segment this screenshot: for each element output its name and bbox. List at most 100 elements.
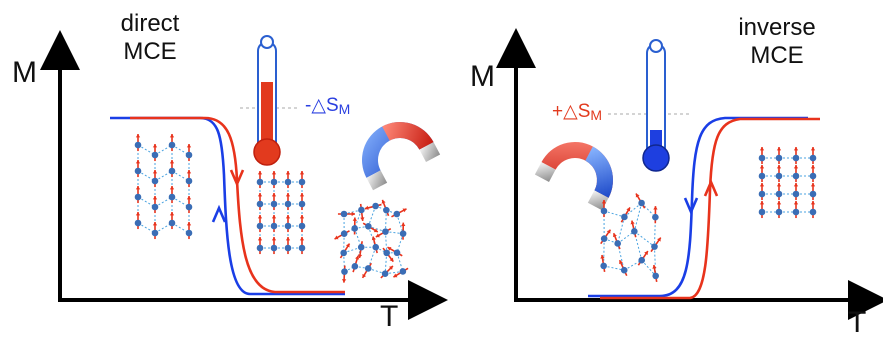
direct-mce-panel bbox=[58, 36, 440, 302]
inverse-mce-panel bbox=[514, 40, 876, 302]
spin-site bbox=[793, 201, 800, 218]
right-entropy-label: +△SM bbox=[552, 100, 602, 123]
spin-site bbox=[613, 233, 621, 249]
heating-curve bbox=[130, 118, 345, 292]
spin-site bbox=[376, 228, 391, 237]
spin-site bbox=[759, 183, 766, 200]
spin-lattice-ordered-right bbox=[759, 147, 817, 218]
spin-site bbox=[135, 186, 142, 203]
cooling-direction-arrow bbox=[213, 208, 225, 222]
left-temperature-axis-label: T bbox=[380, 300, 398, 334]
spin-site bbox=[152, 144, 159, 161]
spin-site bbox=[358, 204, 365, 221]
spin-site bbox=[382, 200, 390, 216]
spin-site bbox=[186, 170, 193, 187]
spin-site bbox=[299, 237, 306, 254]
spin-site bbox=[169, 186, 176, 203]
spin-site bbox=[391, 209, 406, 218]
spin-site bbox=[271, 237, 278, 254]
spin-site bbox=[257, 171, 264, 188]
spin-site bbox=[810, 165, 817, 182]
spin-site bbox=[169, 212, 176, 229]
spin-lattice-ordered-left bbox=[135, 134, 193, 239]
spin-site bbox=[363, 223, 378, 232]
spin-site bbox=[299, 171, 306, 188]
spin-site bbox=[358, 241, 365, 258]
entropy-subscript: M bbox=[590, 107, 602, 123]
spin-site bbox=[601, 230, 611, 244]
spin-site bbox=[351, 217, 358, 234]
cooling-curve bbox=[110, 118, 345, 294]
spin-site bbox=[810, 183, 817, 200]
spin-site bbox=[257, 193, 264, 210]
entropy-prefix: -△S bbox=[305, 95, 339, 116]
spin-site bbox=[169, 134, 176, 151]
spin-lattice-ordered-mid bbox=[257, 171, 306, 254]
spin-site bbox=[793, 147, 800, 164]
spin-site bbox=[393, 268, 408, 277]
magnet-icon bbox=[349, 109, 441, 191]
spin-site bbox=[372, 237, 379, 254]
right-magnetization-axis-label: M bbox=[470, 60, 495, 94]
spin-site bbox=[776, 165, 783, 182]
spin-site bbox=[335, 230, 350, 239]
spin-site bbox=[776, 183, 783, 200]
spin-site bbox=[257, 215, 264, 232]
spin-site bbox=[186, 196, 193, 213]
spin-site bbox=[285, 215, 292, 232]
spin-site bbox=[186, 144, 193, 161]
spin-site bbox=[621, 207, 630, 222]
spin-site bbox=[299, 215, 306, 232]
spin-site bbox=[362, 263, 371, 278]
spin-site bbox=[135, 134, 142, 151]
spin-site bbox=[285, 193, 292, 210]
magnet-icon bbox=[535, 129, 627, 211]
spin-site bbox=[152, 222, 159, 239]
spin-site bbox=[810, 147, 817, 164]
spin-site bbox=[352, 256, 360, 272]
spin-site bbox=[619, 260, 627, 275]
spin-site bbox=[651, 238, 661, 252]
spin-site bbox=[257, 237, 264, 254]
thermometer-cold bbox=[643, 40, 669, 171]
spin-site bbox=[271, 215, 278, 232]
spin-site bbox=[285, 171, 292, 188]
spin-site bbox=[810, 201, 817, 218]
spin-site bbox=[759, 147, 766, 164]
spin-site bbox=[152, 196, 159, 213]
spin-site bbox=[776, 147, 783, 164]
spin-site bbox=[271, 171, 278, 188]
spin-site bbox=[638, 251, 648, 265]
spin-site bbox=[381, 266, 393, 278]
spin-site bbox=[600, 255, 607, 272]
spin-site bbox=[186, 222, 193, 239]
heating-curve bbox=[600, 119, 820, 298]
entropy-prefix: +△S bbox=[552, 101, 590, 122]
spin-site bbox=[793, 183, 800, 200]
spin-site bbox=[400, 223, 407, 240]
spin-site bbox=[776, 201, 783, 218]
thermometer-hot bbox=[254, 36, 280, 165]
right-title-line2: MCE bbox=[722, 42, 832, 70]
left-title-line1: direct bbox=[100, 10, 200, 38]
spin-site bbox=[285, 237, 292, 254]
spin-lattice-canted bbox=[600, 194, 660, 282]
spin-site bbox=[759, 201, 766, 218]
spin-site bbox=[169, 160, 176, 177]
spin-site bbox=[152, 170, 159, 187]
spin-site bbox=[759, 165, 766, 182]
spin-site bbox=[341, 266, 348, 283]
left-magnetization-axis-label: M bbox=[12, 56, 37, 90]
spin-site bbox=[340, 244, 349, 258]
spin-site bbox=[365, 203, 382, 210]
spin-site bbox=[135, 212, 142, 229]
left-entropy-label: -△SM bbox=[305, 94, 350, 117]
spin-lattice-disordered bbox=[335, 200, 409, 283]
left-title-line2: MCE bbox=[100, 38, 200, 66]
spin-site bbox=[271, 193, 278, 210]
right-title-line1: inverse bbox=[722, 14, 832, 42]
right-temperature-axis-label: T bbox=[848, 306, 866, 340]
spin-site bbox=[299, 193, 306, 210]
entropy-subscript: M bbox=[339, 101, 351, 117]
